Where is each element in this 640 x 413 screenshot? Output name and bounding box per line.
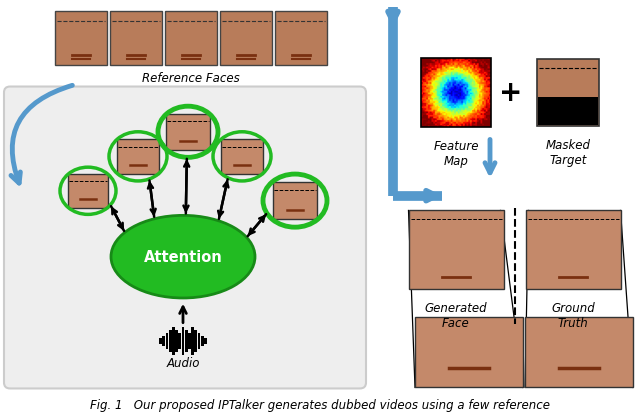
Bar bbox=[182, 328, 184, 355]
Bar bbox=[201, 337, 204, 347]
Text: Reference Faces: Reference Faces bbox=[142, 72, 240, 85]
Bar bbox=[165, 12, 217, 66]
Text: Attention: Attention bbox=[143, 249, 222, 265]
Bar bbox=[117, 139, 159, 175]
Bar bbox=[175, 331, 178, 352]
Bar bbox=[55, 12, 107, 66]
Bar bbox=[159, 339, 162, 344]
Bar bbox=[188, 334, 191, 349]
Bar bbox=[273, 183, 317, 219]
Bar bbox=[538, 97, 598, 126]
Bar bbox=[68, 174, 108, 209]
Bar bbox=[525, 317, 633, 387]
Bar bbox=[166, 114, 210, 151]
Bar bbox=[275, 12, 327, 66]
Text: Feature
Map: Feature Map bbox=[433, 139, 479, 167]
Text: Generated
Face: Generated Face bbox=[425, 301, 487, 329]
Text: Fig. 1   Our proposed IPTalker generates dubbed videos using a few reference: Fig. 1 Our proposed IPTalker generates d… bbox=[90, 398, 550, 411]
Text: Ground
Truth: Ground Truth bbox=[551, 301, 595, 329]
Bar bbox=[415, 317, 523, 387]
Bar bbox=[221, 139, 263, 175]
Bar bbox=[198, 334, 200, 349]
Bar bbox=[220, 12, 272, 66]
Bar bbox=[191, 328, 194, 355]
Bar bbox=[421, 59, 491, 128]
Bar bbox=[163, 337, 165, 347]
Ellipse shape bbox=[111, 216, 255, 298]
Bar bbox=[179, 334, 181, 349]
Bar bbox=[408, 211, 504, 290]
Bar bbox=[166, 334, 168, 349]
Text: +: + bbox=[499, 79, 523, 107]
Bar bbox=[195, 331, 197, 352]
FancyArrowPatch shape bbox=[11, 86, 72, 184]
Bar bbox=[525, 211, 621, 290]
Bar bbox=[110, 12, 162, 66]
Bar bbox=[537, 60, 599, 126]
Bar bbox=[204, 339, 207, 344]
Bar bbox=[169, 331, 172, 352]
Text: Audio: Audio bbox=[166, 356, 200, 370]
Bar bbox=[185, 331, 188, 352]
Text: Masked
Target: Masked Target bbox=[545, 138, 591, 166]
Bar bbox=[172, 328, 175, 355]
FancyBboxPatch shape bbox=[4, 87, 366, 389]
